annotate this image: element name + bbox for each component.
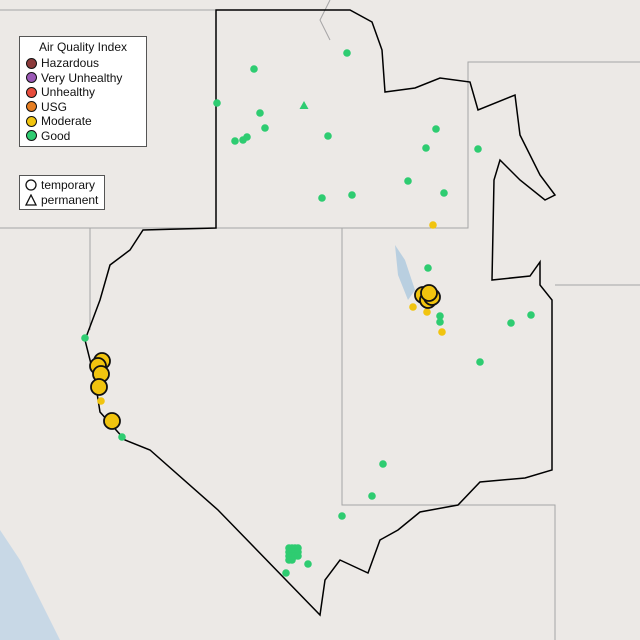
monitor-point[interactable] [97,397,105,405]
legend-label: USG [41,99,68,114]
lake [395,245,415,300]
legend-title: Air Quality Index [38,40,128,54]
monitor-point[interactable] [324,132,332,140]
legend-label: Good [41,128,71,143]
color-swatch-icon [26,130,37,142]
monitor-point[interactable] [379,460,387,468]
monitor-point[interactable] [423,308,431,316]
legend-item-good: Good [26,129,140,144]
legend-item-very-unhealthy: Very Unhealthy [26,71,140,86]
monitor-point[interactable] [409,303,417,311]
monitor-point[interactable] [404,177,412,185]
legend-item-temporary: temporary [25,178,99,193]
monitor-point[interactable] [527,311,535,319]
monitor-point[interactable] [438,328,446,336]
monitor-point[interactable] [348,191,356,199]
legend-label: Moderate [41,114,92,129]
monitor-point[interactable] [474,145,482,153]
monitor-point[interactable] [424,264,432,272]
monitor-point[interactable] [118,433,126,441]
color-swatch-icon [26,57,37,69]
monitor-point[interactable] [436,318,444,326]
color-swatch-icon [26,86,37,98]
legend-label: Unhealthy [41,85,96,100]
monitor-point[interactable] [256,109,264,117]
monitor-point[interactable] [368,492,376,500]
monitor-points [81,49,535,577]
legend-item-permanent: permanent [25,193,99,208]
temporary-monitor-point[interactable] [420,284,438,302]
circle-icon [25,179,37,191]
color-swatch-icon [26,115,37,127]
monitor-point[interactable] [436,312,444,320]
monitor-point[interactable] [231,137,239,145]
monitor-point[interactable] [261,124,269,132]
legend-label: permanent [41,192,99,207]
monitor-point[interactable] [343,49,351,57]
monitor-point[interactable] [213,99,221,107]
monitor-point[interactable] [288,556,296,564]
ocean [0,530,60,640]
monitor-point[interactable] [432,125,440,133]
monitor-point[interactable] [81,334,89,342]
temporary-monitor-point[interactable] [103,412,121,430]
shape-legend: temporary permanent [19,175,105,210]
monitor-point[interactable] [294,552,302,560]
temporary-monitor-point[interactable] [90,378,108,396]
legend-item-moderate: Moderate [26,114,140,129]
monitor-point[interactable] [318,194,326,202]
legend-item-unhealthy: Unhealthy [26,85,140,100]
legend-label: temporary [41,178,96,193]
color-swatch-icon [26,72,37,84]
aqi-legend: Air Quality Index Hazardous Very Unhealth… [19,36,147,147]
permanent-monitor-point[interactable] [299,101,309,109]
legend-label: Very Unhealthy [41,70,123,85]
legend-label: Hazardous [41,56,100,71]
color-swatch-icon [26,101,37,113]
monitor-point[interactable] [476,358,484,366]
monitor-point[interactable] [422,144,430,152]
monitor-point[interactable] [250,65,258,73]
monitor-point[interactable] [282,569,290,577]
monitor-point[interactable] [304,560,312,568]
monitor-point[interactable] [440,189,448,197]
monitor-point[interactable] [507,319,515,327]
monitor-point[interactable] [338,512,346,520]
monitor-point[interactable] [239,136,247,144]
legend-item-hazardous: Hazardous [26,56,140,71]
legend-item-usg: USG [26,100,140,115]
triangle-icon [25,193,37,206]
monitor-point[interactable] [429,221,437,229]
